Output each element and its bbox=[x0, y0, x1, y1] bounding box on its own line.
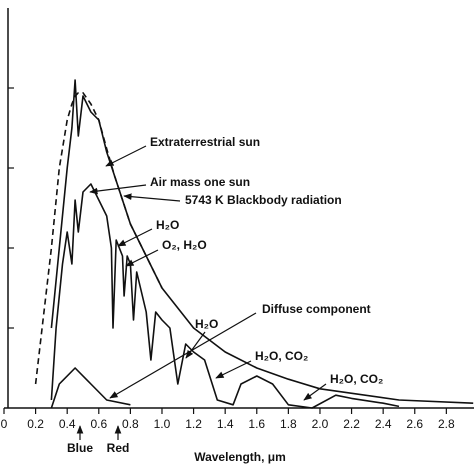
x-tick-label: 0 bbox=[1, 417, 8, 431]
x-axis-label: Wavelength, μm bbox=[194, 450, 286, 464]
annotation: H₂O, CO₂ bbox=[255, 349, 308, 363]
x-tick-label: 0.6 bbox=[90, 417, 107, 431]
x-tick-label: 1.4 bbox=[217, 417, 234, 431]
arrow bbox=[303, 383, 327, 401]
annotation: H₂O, CO₂ bbox=[330, 372, 383, 386]
marker-label: Red bbox=[107, 441, 130, 455]
annotation: O₂, H₂O bbox=[162, 238, 207, 252]
x-tick-label: 2.4 bbox=[375, 417, 392, 431]
x-tick-label: 1.6 bbox=[248, 417, 265, 431]
x-tick-label: 1.2 bbox=[185, 417, 202, 431]
x-tick-label: 2.0 bbox=[312, 417, 329, 431]
legend-label: 5743 K Blackbody radiation bbox=[185, 193, 342, 207]
x-tick-label: 2.6 bbox=[406, 417, 423, 431]
annotation: H₂O bbox=[195, 317, 218, 331]
series-line bbox=[34, 92, 163, 385]
series-line bbox=[50, 367, 131, 409]
x-tick-label: 1.8 bbox=[280, 417, 297, 431]
arrow bbox=[125, 249, 159, 267]
x-tick-label: 2.2 bbox=[343, 417, 360, 431]
x-tick-label: 0.8 bbox=[122, 417, 139, 431]
x-tick-label: 1.0 bbox=[154, 417, 171, 431]
marker-label: Blue bbox=[67, 441, 93, 455]
legend-label: Extraterrestrial sun bbox=[150, 135, 260, 149]
legend-label: Air mass one sun bbox=[150, 175, 250, 189]
x-tick-label: 2.8 bbox=[438, 417, 455, 431]
arrow bbox=[185, 331, 206, 359]
x-tick-label: 0.4 bbox=[59, 417, 76, 431]
arrow bbox=[105, 145, 147, 167]
arrow bbox=[123, 193, 181, 202]
series-line bbox=[50, 183, 400, 409]
x-tick-label: 0.2 bbox=[27, 417, 44, 431]
legend-label: Diffuse component bbox=[262, 302, 371, 316]
arrow bbox=[215, 360, 252, 379]
arrow bbox=[117, 228, 153, 247]
annotation: H₂O bbox=[156, 218, 179, 232]
